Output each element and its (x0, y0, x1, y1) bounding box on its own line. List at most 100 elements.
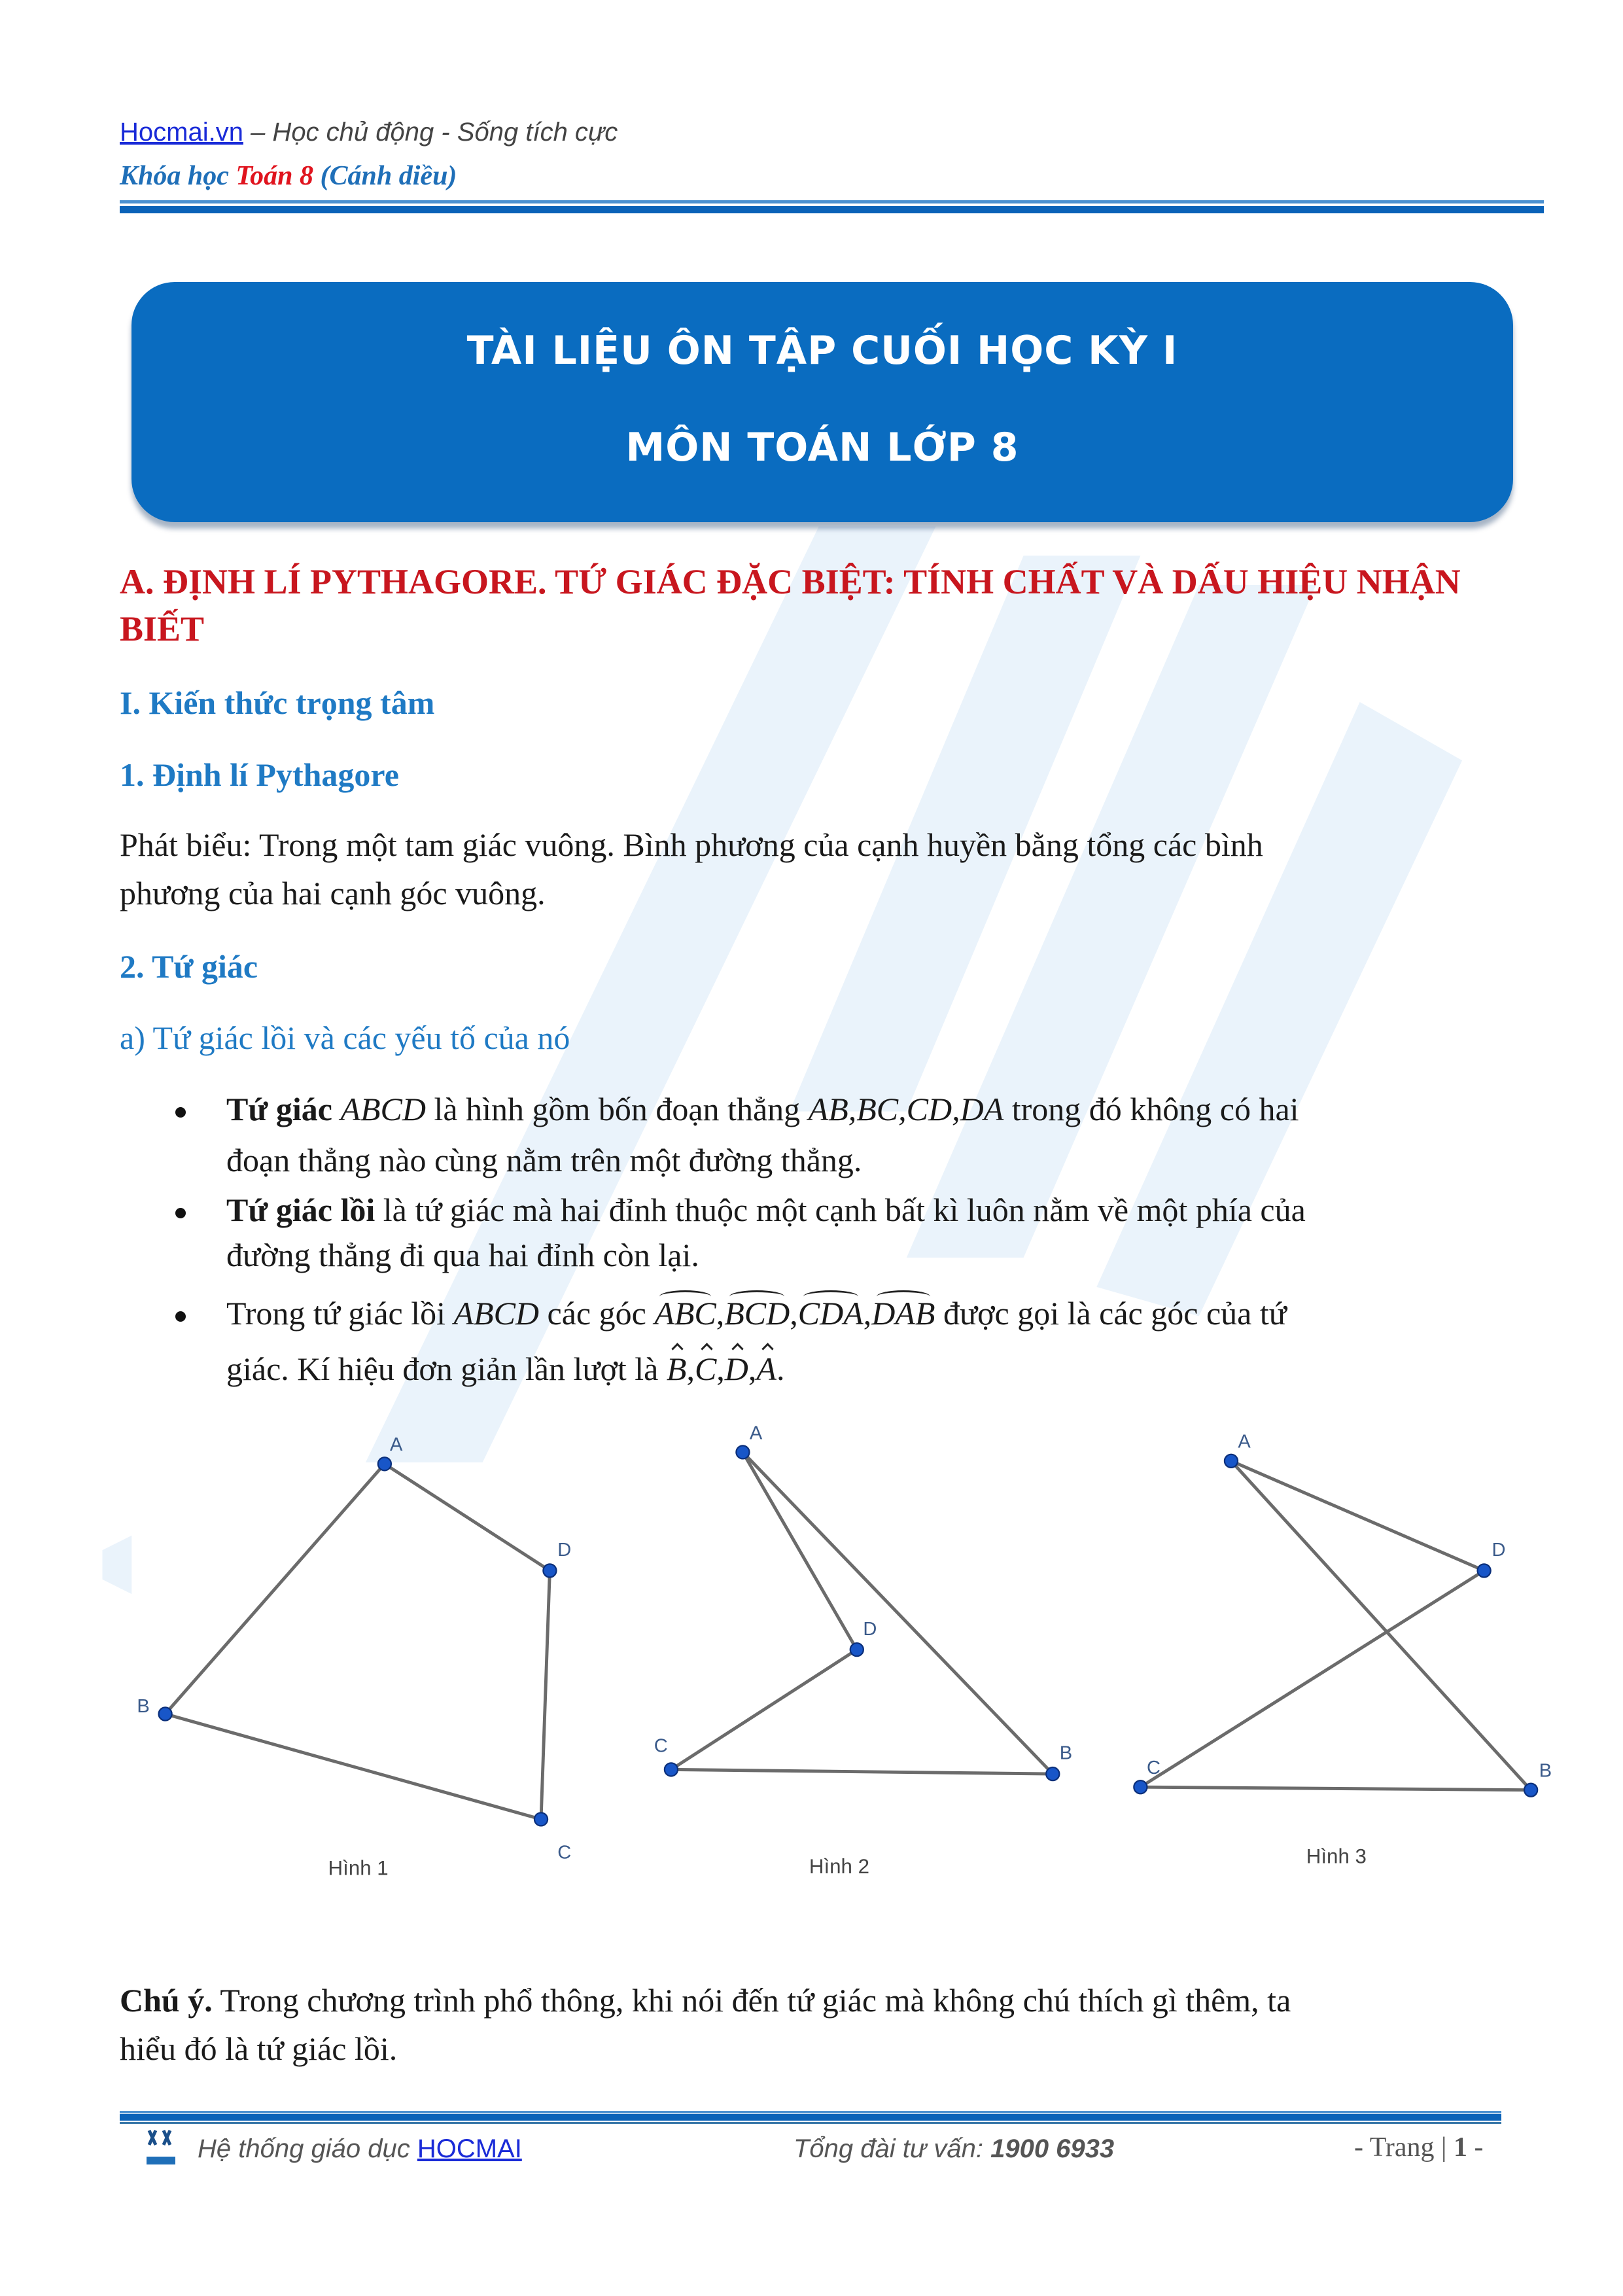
bullet-1-cont: đoạn thẳng nào cùng nằm trên một đường t… (226, 1142, 862, 1178)
angle: C (694, 1351, 717, 1387)
bullet-2-cont: đường thẳng đi qua hai đỉnh còn lại. (226, 1237, 699, 1273)
bullet-1: Tứ giác ABCD là hình gồm bốn đoạn thẳng … (226, 1090, 1299, 1128)
edge-CD (1140, 1569, 1485, 1789)
text: là tứ giác mà hai đỉnh thuộc một cạnh bấ… (375, 1192, 1306, 1228)
page-prefix: - Trang | (1354, 2132, 1454, 2163)
math: AB,BC,CD,DA (808, 1091, 1004, 1127)
angle: CDA (797, 1290, 864, 1332)
vertex-A (377, 1457, 393, 1472)
note-cont: hiểu đó là tứ giác lồi. (120, 2030, 398, 2067)
header-line: Hocmai.vn – Học chủ động - Sống tích cực (120, 118, 618, 147)
bullet-dot (175, 1208, 186, 1218)
page-number: - Trang | 1 - (1354, 2132, 1483, 2163)
hotline-label: Tổng đài tư vấn: (794, 2134, 991, 2163)
vertex-D (849, 1642, 864, 1657)
angle: DAB (871, 1290, 935, 1332)
banner-title-line1: TÀI LIỆU ÔN TẬP CUỐI HỌC KỲ I (466, 328, 1178, 374)
edge-AB (741, 1451, 1055, 1775)
slogan: – Học chủ động - Sống tích cực (243, 118, 618, 147)
edge-CD (670, 1648, 858, 1771)
vertex-C (1133, 1780, 1148, 1795)
hocmai-link[interactable]: Hocmai.vn (120, 118, 243, 147)
pythagore-statement-cont: phương của hai cạnh góc vuông. (120, 875, 546, 911)
vertex-label-A: A (390, 1434, 403, 1455)
footer-system: Hệ thống giáo dục HOCMAI (198, 2134, 522, 2164)
vertex-label-D: D (1492, 1540, 1505, 1561)
footer-rule-thick (120, 2114, 1501, 2121)
bullet-3-cont: giác. Kí hiệu đơn giản lần lượt là B,C,D… (226, 1351, 785, 1387)
figure-caption: Hình 1 (328, 1856, 389, 1879)
section-a-title: A. ĐỊNH LÍ PYTHAGORE. TỨ GIÁC ĐẶC BIỆT: … (120, 562, 1461, 601)
vertex-label-C: C (1147, 1757, 1161, 1778)
footer-rule-bottom (120, 2122, 1501, 2124)
note: Chú ý. Trong chương trình phổ thông, khi… (120, 1981, 1291, 2019)
text: được gọi là các góc của tứ (935, 1295, 1287, 1332)
footer-rule-thin (120, 2111, 1501, 2113)
subsection-tu-giac-loi: a) Tứ giác lồi và các yếu tố của nó (120, 1019, 570, 1056)
vertex-A (1223, 1453, 1239, 1468)
angle: ABC (654, 1290, 716, 1332)
vertex-label-A: A (1238, 1432, 1251, 1453)
vertex-C (533, 1812, 549, 1827)
edge-BC (671, 1767, 1053, 1776)
text: trong đó không có hai (1003, 1091, 1299, 1127)
title-banner: TÀI LIỆU ÔN TẬP CUỐI HỌC KỲ I MÔN TOÁN L… (131, 282, 1513, 522)
vertex-C (663, 1762, 679, 1777)
course-name: Toán 8 (236, 161, 314, 191)
figure-caption: Hình 3 (1306, 1845, 1367, 1867)
vertex-label-C: C (557, 1843, 571, 1863)
text: giác. Kí hiệu đơn giản lần lượt là (226, 1351, 667, 1387)
vertex-label-D: D (557, 1540, 571, 1561)
vertex-label-B: B (1539, 1761, 1552, 1782)
part-1-title: I. Kiến thức trọng tâm (120, 684, 435, 721)
bullet-dot (175, 1311, 186, 1322)
footer-hocmai-link[interactable]: HOCMAI (417, 2134, 522, 2163)
vertex-D (542, 1563, 557, 1578)
figure-caption: Hình 2 (809, 1855, 869, 1878)
math: ABCD (340, 1091, 426, 1127)
vertex-D (1476, 1563, 1492, 1578)
vertex-B (158, 1706, 173, 1722)
text: các góc (539, 1295, 655, 1332)
note-label: Chú ý. (120, 1982, 213, 2019)
edge-BC (1140, 1785, 1531, 1792)
edge-AB (1230, 1460, 1532, 1792)
footer-hotline: Tổng đài tư vấn: 1900 6933 (794, 2134, 1114, 2164)
bullet-3: Trong tứ giác lồi ABCD các góc ABC,BCD,C… (226, 1290, 1287, 1332)
term: Tứ giác lồi (226, 1192, 375, 1228)
vertex-label-A: A (750, 1422, 763, 1443)
math: ABCD (453, 1295, 540, 1332)
header-rule-thin (120, 200, 1544, 203)
subsection-pythagore: 1. Định lí Pythagore (120, 756, 399, 793)
bullet-dot (175, 1107, 186, 1118)
hocmai-logo-icon (147, 2129, 175, 2164)
edge-BC (164, 1712, 542, 1821)
angle: BCD (724, 1290, 790, 1332)
note-text: Trong chương trình phổ thông, khi nói đế… (212, 1982, 1291, 2019)
page-number-value: 1 (1453, 2132, 1467, 2163)
course-prefix: Khóa học (120, 161, 236, 191)
subsection-tu-giac: 2. Tứ giác (120, 948, 258, 985)
vertex-label-B: B (1060, 1743, 1072, 1764)
vertex-A (735, 1445, 750, 1460)
edge-DA (741, 1451, 858, 1651)
vertex-label-C: C (654, 1736, 668, 1757)
banner-title-line2: MÔN TOÁN LỚP 8 (625, 425, 1019, 470)
angle: D (724, 1351, 748, 1387)
angle: B (666, 1351, 687, 1387)
angle: A (756, 1351, 777, 1387)
watermark-strokes (102, 526, 1463, 1595)
footer-system-text: Hệ thống giáo dục (198, 2134, 417, 2163)
vertex-label-D: D (863, 1619, 877, 1640)
course-line: Khóa học Toán 8 (Cánh diều) (120, 160, 457, 192)
text: Trong tứ giác lồi (226, 1295, 454, 1332)
course-suffix: (Cánh diều) (313, 161, 457, 191)
edge-DA (383, 1462, 551, 1572)
edge-DA (1230, 1459, 1485, 1572)
text: là hình gồm bốn đoạn thẳng (426, 1091, 809, 1127)
vertex-B (1045, 1766, 1060, 1782)
section-a-title-cont: BIẾT (120, 609, 205, 648)
pythagore-statement: Phát biểu: Trong một tam giác vuông. Bìn… (120, 826, 1263, 863)
